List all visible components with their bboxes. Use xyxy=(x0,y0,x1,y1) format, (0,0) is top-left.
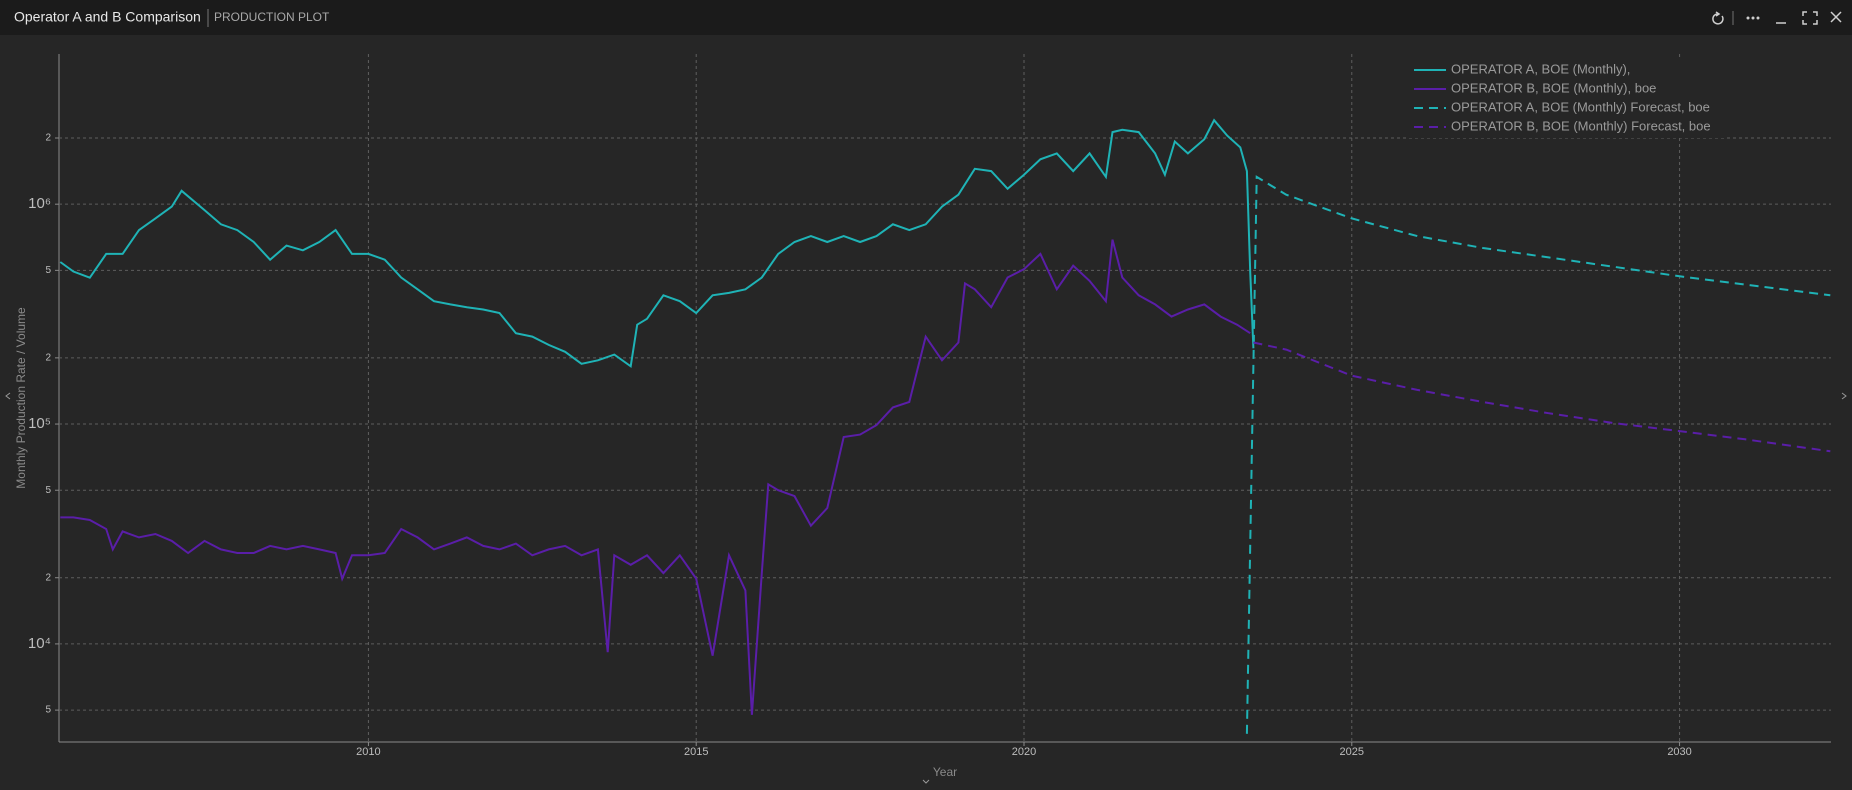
header-bar xyxy=(0,0,1852,35)
y-tick-label: 10⁶ xyxy=(28,195,51,212)
x-tick-label: 2030 xyxy=(1667,746,1691,758)
y-tick-label: 2 xyxy=(45,572,51,583)
x-tick-label: 2025 xyxy=(1340,746,1364,758)
y-tick-label: 5 xyxy=(45,265,51,276)
x-tick-label: 2020 xyxy=(1012,746,1036,758)
y-tick-label: 2 xyxy=(45,133,51,144)
legend-background xyxy=(1406,58,1726,138)
panel-title: Operator A and B Comparison xyxy=(14,9,201,25)
series-line xyxy=(1253,341,1831,453)
series-line xyxy=(59,118,1255,369)
x-tick-label: 2010 xyxy=(356,746,380,758)
refresh-button[interactable] xyxy=(1712,11,1724,25)
legend-label: OPERATOR B, BOE (Monthly) Forecast, boe xyxy=(1451,118,1711,133)
collapse-left[interactable] xyxy=(5,392,11,400)
legend-label: OPERATOR B, BOE (Monthly), boe xyxy=(1451,80,1656,95)
collapse-bottom[interactable] xyxy=(922,779,930,784)
legend-label: OPERATOR A, BOE (Monthly), xyxy=(1451,61,1630,76)
legend: OPERATOR A, BOE (Monthly), OPERATOR B, BO… xyxy=(1406,58,1726,138)
collapse-right[interactable] xyxy=(1841,392,1847,400)
fullscreen-button[interactable] xyxy=(1802,11,1818,25)
x-tick-label: 2015 xyxy=(684,746,708,758)
panel-subtitle: PRODUCTION PLOT xyxy=(214,10,330,24)
y-axis-label: Monthly Production Rate / Volume xyxy=(14,307,28,489)
plot-area xyxy=(59,118,1831,734)
y-tick-label: 2 xyxy=(45,353,51,364)
series-line xyxy=(1245,175,1831,734)
legend-label: OPERATOR A, BOE (Monthly) Forecast, boe xyxy=(1451,99,1710,114)
x-axis-label: Year xyxy=(933,765,957,779)
y-tick-label: 5 xyxy=(45,705,51,716)
series-line xyxy=(60,239,1251,715)
y-tick-label: 5 xyxy=(45,485,51,496)
more-button[interactable] xyxy=(1746,16,1760,20)
y-tick-label: 10⁴ xyxy=(28,635,51,652)
close-button[interactable] xyxy=(1830,11,1842,23)
y-tick-label: 10⁵ xyxy=(28,415,51,432)
